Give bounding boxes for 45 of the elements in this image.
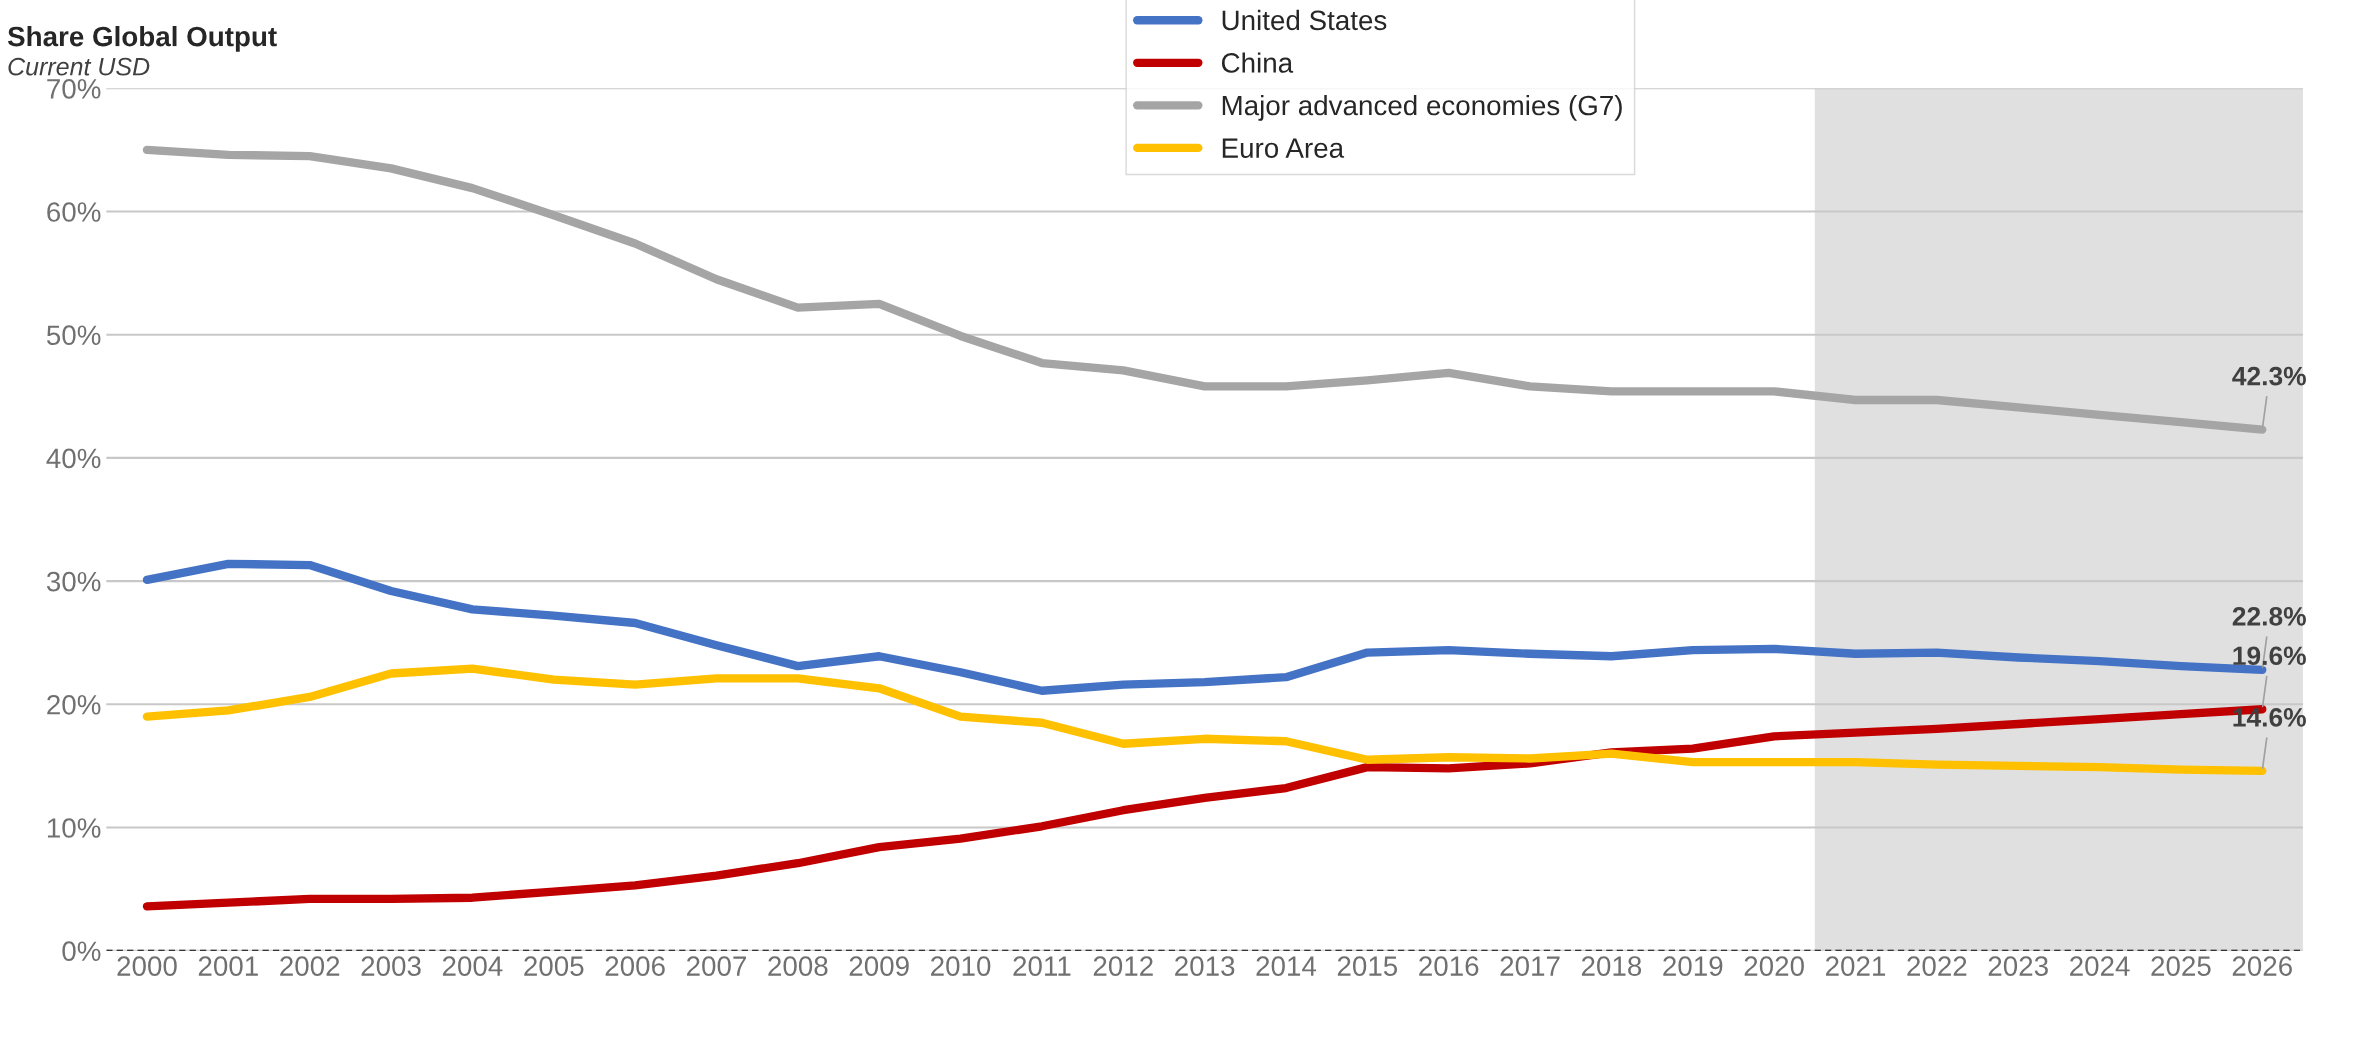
x-tick-label: 2014 bbox=[1256, 956, 1317, 976]
legend-label: China bbox=[1221, 52, 1294, 73]
y-tick-label: 20% bbox=[47, 694, 101, 715]
x-tick-label: 2003 bbox=[361, 956, 421, 976]
y-tick-label: 10% bbox=[47, 818, 101, 838]
x-tick-label: 2023 bbox=[1988, 956, 2048, 976]
y-tick-label: 0% bbox=[62, 941, 101, 962]
x-tick-label: 2005 bbox=[524, 956, 584, 976]
x-tick-label: 2012 bbox=[1093, 956, 1153, 976]
x-tick-label: 2022 bbox=[1907, 956, 1967, 976]
x-tick-label: 2011 bbox=[1013, 956, 1071, 976]
x-tick-label: 2024 bbox=[2070, 956, 2130, 976]
y-tick-label: 40% bbox=[46, 448, 101, 469]
x-tick-label: 2019 bbox=[1663, 956, 1723, 976]
x-tick-label: 2000 bbox=[117, 956, 177, 976]
x-tick-label: 2001 bbox=[198, 956, 258, 976]
x-tick-label: 2021 bbox=[1825, 956, 1886, 976]
legend-label: United States bbox=[1222, 9, 1387, 31]
x-tick-label: 2025 bbox=[2151, 956, 2211, 976]
x-tick-label: 2015 bbox=[1337, 956, 1398, 976]
x-tick-label: 2007 bbox=[686, 956, 746, 976]
x-tick-label: 2002 bbox=[280, 956, 340, 976]
x-tick-label: 2008 bbox=[768, 956, 828, 976]
chart-title: Share Global Output bbox=[7, 25, 277, 52]
x-tick-label: 2017 bbox=[1500, 956, 1560, 976]
data-label: 22.8% bbox=[2232, 607, 2306, 626]
x-tick-label: 2026 bbox=[2232, 956, 2292, 976]
legend-label: Euro Area bbox=[1222, 138, 1345, 158]
x-tick-label: 2018 bbox=[1581, 956, 1642, 976]
legend-label: Major advanced economies (G7) bbox=[1222, 94, 1622, 121]
y-tick-label: 50% bbox=[46, 325, 101, 346]
y-tick-label: 60% bbox=[47, 202, 101, 222]
x-tick-label: 2020 bbox=[1744, 956, 1804, 976]
data-label: 19.6% bbox=[2233, 646, 2306, 666]
x-tick-label: 2006 bbox=[605, 956, 665, 976]
x-tick-label: 2016 bbox=[1419, 956, 1479, 976]
x-tick-label: 2009 bbox=[849, 956, 909, 976]
x-tick-label: 2004 bbox=[442, 956, 503, 976]
x-tick-label: 2010 bbox=[931, 956, 991, 976]
y-tick-label: 70% bbox=[47, 78, 101, 99]
x-tick-label: 2013 bbox=[1175, 956, 1235, 976]
chart-subtitle: Current USD bbox=[8, 57, 150, 76]
data-label: 42.3% bbox=[2232, 366, 2306, 386]
y-tick-label: 30% bbox=[46, 571, 101, 592]
data-label: 14.6% bbox=[2233, 708, 2306, 727]
